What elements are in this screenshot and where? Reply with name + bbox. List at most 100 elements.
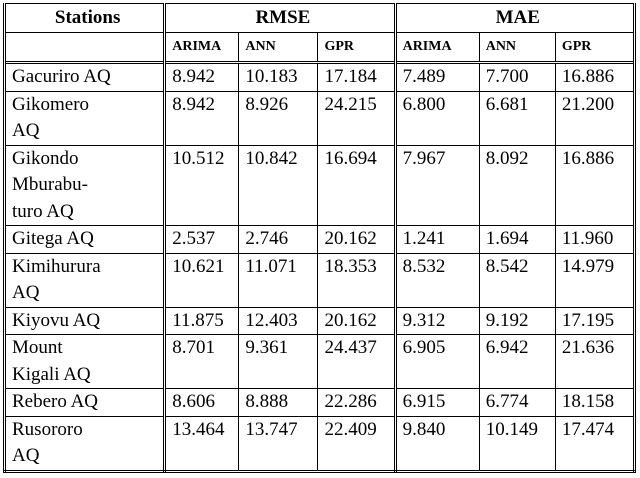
rmse-cell: 12.403	[238, 306, 319, 335]
rmse-cell: 10.621	[164, 252, 240, 308]
mae-cell: 9.840	[394, 415, 480, 473]
subheader-cell: ANN	[478, 32, 556, 63]
mae-cell: 6.942	[478, 334, 556, 389]
subheader-cell: GPR	[317, 32, 397, 63]
station-name: AQ	[12, 445, 40, 466]
mae-cell: 6.915	[394, 388, 480, 417]
mae-cell: 9.192	[478, 306, 556, 335]
mae-cell: 18.158	[554, 388, 637, 417]
rmse-cell: 10.183	[238, 61, 319, 92]
rmse-cell: 24.437	[317, 334, 397, 389]
rmse-cell: 8.888	[238, 388, 319, 417]
station-cell: Gitega AQ	[2, 225, 167, 254]
mae-cell: 8.092	[478, 144, 556, 226]
station-name: Gikomero	[12, 93, 90, 115]
rmse-cell: 10.512	[164, 144, 240, 226]
rmse-cell: 8.942	[164, 61, 240, 92]
station-name: Rebero AQ	[12, 391, 99, 412]
station-cell: Gikomero AQ	[2, 90, 167, 146]
mae-cell: 8.542	[478, 252, 556, 308]
rmse-cell: 13.747	[238, 415, 319, 473]
subheader-cell: ARIMA	[394, 32, 480, 63]
rmse-cell: 22.409	[317, 415, 397, 473]
station-cell: Kimihurura AQ	[2, 252, 167, 308]
mae-cell: 6.681	[478, 90, 556, 146]
station-name: Kimihurura	[12, 255, 101, 277]
rmse-cell: 2.537	[164, 225, 240, 254]
mae-cell: 10.149	[478, 415, 556, 473]
station-name: AQ	[12, 282, 40, 303]
mae-cell: 11.960	[554, 225, 637, 254]
station-cell: Gikondo Mburabu-turo AQ	[2, 144, 167, 226]
rmse-cell: 20.162	[317, 225, 397, 254]
rmse-cell: 13.464	[164, 415, 240, 473]
station-cell: Rusororo AQ	[2, 415, 167, 473]
subheader-cell: ANN	[238, 32, 319, 63]
table-row: Rusororo AQ 13.464 13.747 22.409 9.840 10.149 1…	[2, 415, 637, 473]
subheader-cell: GPR	[554, 32, 637, 63]
mae-cell: 1.694	[478, 225, 556, 254]
table-row: Mount Kigali AQ 8.701 9.361 24.437 6.905 6.942…	[2, 334, 637, 389]
table-head: Stations RMSE MAE ARIMA ANN GPR ARIMA ANN GPR	[2, 3, 637, 63]
rmse-cell: 16.694	[317, 144, 397, 226]
mae-cell: 7.489	[394, 61, 480, 92]
mae-cell: 9.312	[394, 306, 480, 335]
subheader-cell: ARIMA	[164, 32, 240, 63]
mae-cell: 21.636	[554, 334, 637, 389]
mae-cell: 16.886	[554, 144, 637, 226]
station-name: Mount	[12, 337, 63, 358]
subheader-row: ARIMA ANN GPR ARIMA ANN GPR	[2, 32, 637, 63]
mae-cell: 16.886	[554, 61, 637, 92]
rmse-cell: 22.286	[317, 388, 397, 417]
mae-cell: 21.200	[554, 90, 637, 146]
rmse-cell: 10.842	[238, 144, 319, 226]
station-name: Mburabu-	[12, 174, 88, 195]
station-cell: Mount Kigali AQ	[2, 334, 167, 389]
rmse-cell: 8.926	[238, 90, 319, 146]
table-row: Rebero AQ 8.606 8.888 22.286 6.915 6.774 18.15…	[2, 388, 637, 417]
mae-cell: 14.979	[554, 252, 637, 308]
mae-cell: 6.905	[394, 334, 480, 389]
station-cell: Kiyovu AQ	[2, 306, 167, 335]
rmse-cell: 11.875	[164, 306, 240, 335]
results-table: Stations RMSE MAE ARIMA ANN GPR ARIMA ANN GPR G…	[2, 3, 637, 473]
mae-cell: 6.774	[478, 388, 556, 417]
table-body: Gacuriro AQ 8.942 10.183 17.184 7.489 7.700 16…	[2, 61, 637, 473]
mae-cell: 17.195	[554, 306, 637, 335]
header-row: Stations RMSE MAE	[2, 3, 637, 33]
table-row: Kiyovu AQ 11.875 12.403 20.162 9.312 9.192 17.…	[2, 306, 637, 335]
station-name: Rusororo	[12, 418, 83, 440]
rmse-cell: 17.184	[317, 61, 397, 92]
rmse-cell: 8.701	[164, 334, 240, 389]
station-name: Kiyovu AQ	[12, 309, 101, 331]
rmse-cell: 24.215	[317, 90, 397, 146]
station-cell: Gacuriro AQ	[2, 61, 167, 92]
station-name: Gikondo	[12, 147, 79, 169]
station-name: Gitega AQ	[12, 228, 94, 249]
table-row: Gikondo Mburabu-turo AQ 10.512 10.842 16.694…	[2, 144, 637, 226]
rmse-cell: 11.071	[238, 252, 319, 308]
rmse-cell: 2.746	[238, 225, 319, 254]
rmse-cell: 8.942	[164, 90, 240, 146]
station-name: turo AQ	[12, 200, 74, 222]
mae-cell: 17.474	[554, 415, 637, 473]
table-row: Gacuriro AQ 8.942 10.183 17.184 7.489 7.700 16…	[2, 61, 637, 92]
rmse-cell: 20.162	[317, 306, 397, 335]
station-name: Gacuriro AQ	[12, 66, 111, 87]
header-cell: RMSE	[164, 3, 397, 33]
station-name: Kigali AQ	[12, 363, 91, 385]
header-cell	[2, 32, 167, 63]
station-cell: Rebero AQ	[2, 388, 167, 417]
mae-cell: 7.700	[478, 61, 556, 92]
mae-cell: 6.800	[394, 90, 480, 146]
station-name: AQ	[12, 120, 40, 141]
mae-cell: 7.967	[394, 144, 480, 226]
rmse-cell: 18.353	[317, 252, 397, 308]
rmse-cell: 9.361	[238, 334, 319, 389]
table-row: Gitega AQ 2.537 2.746 20.162 1.241 1.694 11.96…	[2, 225, 637, 254]
table-row: Kimihurura AQ 10.621 11.071 18.353 8.532 8.542…	[2, 252, 637, 308]
rmse-cell: 8.606	[164, 388, 240, 417]
header-cell: Stations	[2, 3, 167, 33]
mae-cell: 8.532	[394, 252, 480, 308]
